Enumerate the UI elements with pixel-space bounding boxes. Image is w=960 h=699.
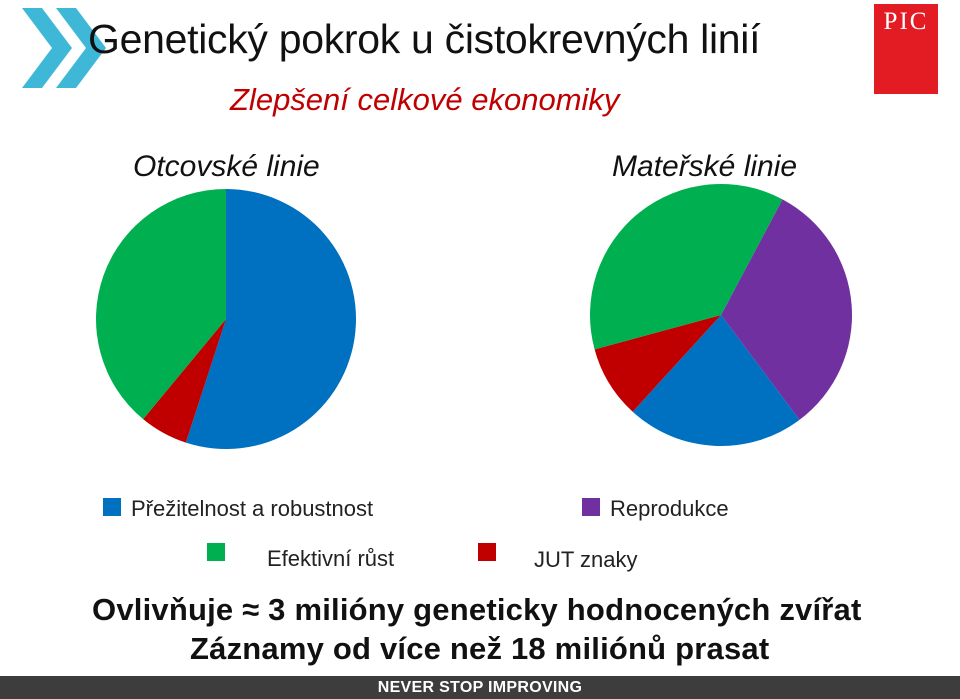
legend-swatch: [207, 543, 225, 561]
legend-label: JUT znaky: [534, 547, 638, 572]
footer-line-1: Ovlivňuje ≈ 3 milióny geneticky hodnocen…: [92, 592, 862, 627]
pie-slice-1-2: [594, 315, 721, 412]
legend-item-survivability: Přežitelnost a robustnost: [103, 496, 373, 522]
pic-logo: PIC: [874, 4, 938, 94]
bottom-bar: NEVER STOP IMPROVING: [0, 676, 960, 699]
pie-slice-0-2: [95, 189, 226, 420]
double-chevron-right-icon: [22, 8, 106, 88]
pie-slice-1-1: [632, 315, 800, 447]
pie-slice-1-3: [589, 183, 783, 350]
page-title: Genetický pokrok u čistokrevných linií: [88, 16, 761, 62]
legend-item-jut-traits: JUT znaky: [478, 543, 638, 573]
pie-slice-0-1: [143, 319, 226, 443]
legend-item-efficient-growth: Efektivní růst: [207, 543, 394, 572]
legend-label: Přežitelnost a robustnost: [131, 496, 374, 521]
chart-title-dam-lines: Mateřské linie: [612, 150, 798, 183]
chart-title-sire-lines: Otcovské linie: [133, 150, 320, 183]
legend-label: Efektivní růst: [267, 546, 395, 571]
page-subtitle: Zlepšení celkové ekonomiky: [230, 82, 620, 117]
legend-swatch: [103, 498, 121, 516]
legend-label: Reprodukce: [610, 496, 729, 521]
footer-line-2: Záznamy od více než 18 miliónů prasat: [190, 631, 770, 666]
chevron-right-shape: [56, 8, 106, 88]
legend-swatch: [582, 498, 600, 516]
legend-item-reproduction: Reprodukce: [582, 496, 729, 522]
pie-slice-1-0: [721, 199, 853, 420]
pie-slice-0-0: [185, 189, 356, 449]
legend-swatch: [478, 543, 496, 561]
chevron-left-shape: [22, 8, 72, 88]
